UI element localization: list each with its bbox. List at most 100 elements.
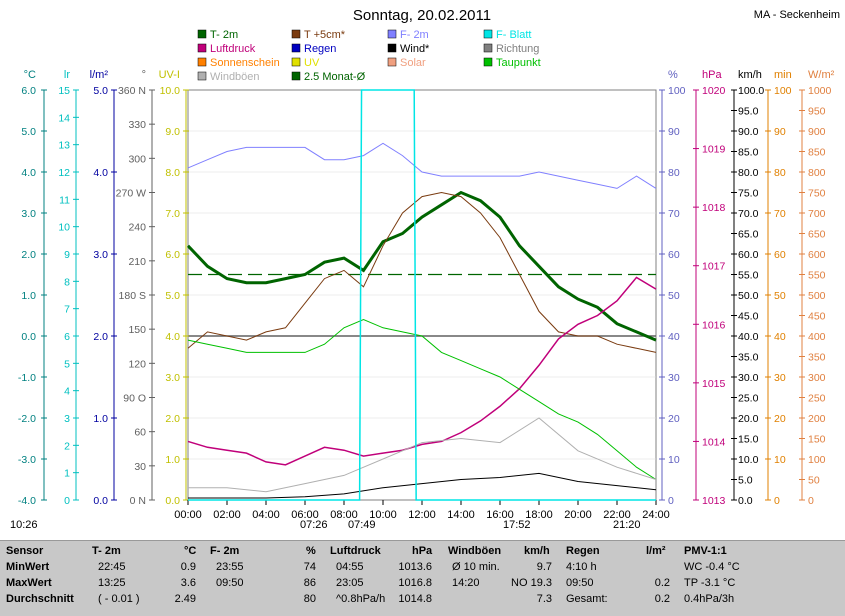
- header-humidity: F- 2m: [210, 545, 240, 557]
- legend-label: Windböen: [210, 71, 260, 83]
- axis-tick-label-min: 0: [774, 495, 780, 507]
- legend-swatch: [197, 57, 207, 67]
- axis-tick-label-solar: 900: [808, 126, 826, 138]
- legend-swatch: [291, 43, 301, 53]
- axis-tick-label-press: 1018: [702, 202, 726, 214]
- axis-tick-label-temp: 3.0: [21, 208, 36, 220]
- table-cell-pmv: 0.4hPa/3h: [684, 593, 735, 605]
- axis-tick-label-temp: -2.0: [18, 413, 36, 425]
- axis-tick-label-wind: 95.0: [738, 106, 759, 118]
- legend-label: Solar: [400, 57, 426, 69]
- table-cell-t_val: 3.6: [180, 577, 196, 589]
- axis-tick-label-solar: 150: [808, 434, 826, 446]
- axis-tick-label-press: 1014: [702, 436, 726, 448]
- axis-tick-label-press: 1013: [702, 495, 726, 507]
- sun-event: 21:20: [613, 519, 641, 531]
- header-temp-unit: °C: [184, 545, 197, 557]
- legend-label: 2.5 Monat-Ø: [304, 71, 366, 83]
- left-time: 10:26: [10, 519, 38, 531]
- axis-tick-label-lr: 7: [64, 304, 70, 316]
- legend-label: Sonnenschein: [210, 57, 280, 69]
- axis-tick-label-dir: 30: [134, 461, 146, 473]
- x-tick-label: 02:00: [213, 509, 241, 521]
- axis-tick-label-uv: 1.0: [165, 454, 180, 466]
- axis-tick-label-solar: 650: [808, 229, 826, 241]
- axis-unit-uv: UV-I: [159, 69, 180, 81]
- table-cell-p_val: 1013.6: [398, 561, 432, 573]
- axis-tick-label-dir: 90 O: [123, 393, 146, 405]
- legend-label: Regen: [304, 43, 336, 55]
- axis-unit-press: hPa: [702, 69, 722, 81]
- axis-tick-label-lr: 0: [64, 495, 70, 507]
- axis-tick-label-wind: 45.0: [738, 311, 759, 323]
- axis-unit-min: min: [774, 69, 792, 81]
- table-cell-t_time: ( - 0.01 ): [98, 593, 140, 605]
- table-cell-r_label: 09:50: [566, 577, 594, 589]
- axis-tick-label-press: 1017: [702, 261, 726, 273]
- axis-tick-label-press: 1019: [702, 144, 726, 156]
- station-name: MA - Seckenheim: [754, 9, 840, 21]
- chart-title: Sonntag, 20.02.2011: [353, 7, 491, 24]
- legend-swatch: [387, 29, 397, 39]
- table-cell-f_val: 74: [303, 561, 316, 573]
- axis-tick-label-hum: 100: [668, 85, 686, 97]
- table-cell-p_val: 1014.8: [398, 593, 432, 605]
- series-line: [188, 89, 656, 501]
- legend-label: Luftdruck: [210, 43, 256, 55]
- axis-tick-label-hum: 80: [668, 167, 680, 179]
- axis-tick-label-wind: 70.0: [738, 208, 759, 220]
- axis-tick-label-uv: 8.0: [165, 167, 180, 179]
- header-pressure-unit: hPa: [412, 545, 433, 557]
- x-tick-label: 14:00: [447, 509, 475, 521]
- legend-swatch: [291, 71, 301, 81]
- axis-tick-label-wind: 65.0: [738, 229, 759, 241]
- table-cell-f_val: 80: [303, 593, 316, 605]
- table-cell-t_val: 0.9: [180, 561, 196, 573]
- axis-tick-label-temp: 5.0: [21, 126, 36, 138]
- axis-tick-label-lr: 12: [58, 167, 70, 179]
- table-cell-t_val: 2.49: [174, 593, 196, 605]
- axis-tick-label-hum: 0: [668, 495, 674, 507]
- axis-tick-label-temp: -4.0: [18, 495, 36, 507]
- x-tick-label: 22:00: [603, 509, 631, 521]
- axis-tick-label-lr: 3: [64, 413, 70, 425]
- axis-tick-label-solar: 750: [808, 188, 826, 200]
- axis-tick-label-rain: 5.0: [93, 85, 108, 97]
- axis-tick-label-dir: 120: [128, 358, 146, 370]
- legend-swatch: [483, 29, 493, 39]
- axis-tick-label-dir: 60: [134, 427, 146, 439]
- axis-tick-label-uv: 10.0: [160, 85, 181, 97]
- table-cell-t_time: 22:45: [98, 561, 126, 573]
- axis-tick-label-hum: 10: [668, 454, 680, 466]
- series-line: [188, 417, 657, 493]
- axis-tick-label-wind: 15.0: [738, 434, 759, 446]
- legend-label: Taupunkt: [496, 57, 541, 69]
- axis-tick-label-wind: 80.0: [738, 167, 759, 179]
- axis-tick-label-wind: 60.0: [738, 249, 759, 261]
- axis-tick-label-lr: 15: [58, 85, 70, 97]
- axis-unit-hum: %: [668, 69, 678, 81]
- legend-label: F- Blatt: [496, 29, 531, 41]
- axis-tick-label-wind: 55.0: [738, 270, 759, 282]
- axis-tick-label-solar: 400: [808, 331, 826, 343]
- axis-tick-label-min: 60: [774, 249, 786, 261]
- axis-tick-label-hum: 60: [668, 249, 680, 261]
- axis-tick-label-wind: 0.0: [738, 495, 753, 507]
- axis-tick-label-solar: 950: [808, 106, 826, 118]
- axis-tick-label-min: 10: [774, 454, 786, 466]
- header-sensor: Sensor: [6, 545, 44, 557]
- axis-tick-label-solar: 100: [808, 454, 826, 466]
- axis-tick-label-lr: 1: [64, 468, 70, 480]
- axis-unit-temp: °C: [24, 69, 36, 81]
- axis-tick-label-solar: 800: [808, 167, 826, 179]
- legend-swatch: [387, 43, 397, 53]
- axis-tick-label-wind: 90.0: [738, 126, 759, 138]
- x-tick-label: 20:00: [564, 509, 592, 521]
- axis-tick-label-uv: 3.0: [165, 372, 180, 384]
- header-gusts-unit: km/h: [524, 545, 550, 557]
- table-cell-p_time: ^0.8hPa/h: [336, 593, 386, 605]
- header-gusts: Windböen: [448, 545, 502, 557]
- axis-tick-label-temp: 1.0: [21, 290, 36, 302]
- legend-label: T +5cm*: [304, 29, 346, 41]
- axis-tick-label-min: 80: [774, 167, 786, 179]
